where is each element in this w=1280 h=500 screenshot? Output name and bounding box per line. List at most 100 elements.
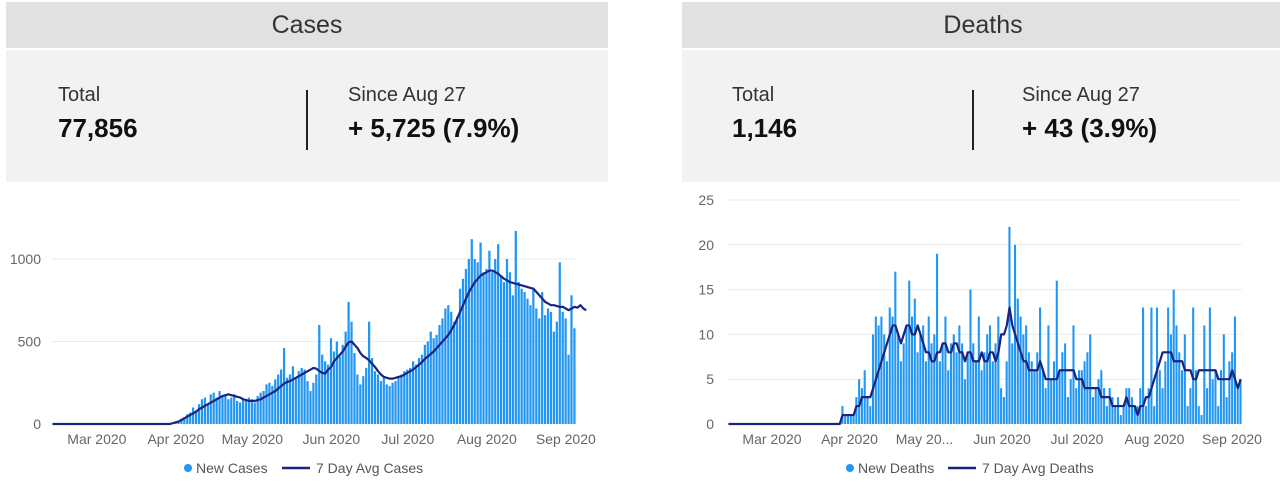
deaths-y-tick-label: 0 xyxy=(706,416,714,432)
cases-bar xyxy=(391,382,394,424)
cases-bar xyxy=(362,376,365,424)
cases-bar xyxy=(262,391,265,424)
deaths-bar xyxy=(866,397,869,424)
deaths-bar xyxy=(1083,361,1086,424)
cases-bar xyxy=(438,325,441,424)
deaths-bar xyxy=(1050,379,1053,424)
cases-bar xyxy=(473,259,476,424)
cases-bar xyxy=(558,262,561,424)
deaths-x-tick-label: Aug 2020 xyxy=(1125,431,1185,447)
deaths-y-tick-label: 10 xyxy=(698,326,714,342)
deaths-bar xyxy=(1203,325,1206,424)
cases-bar xyxy=(183,417,186,424)
cases-bar xyxy=(280,369,283,424)
deaths-chart: 0 5 10 15 20 25 Mar 2020 Apr 2020 May 20... Jun 2… xyxy=(698,192,1262,476)
cases-bar xyxy=(265,384,268,424)
cases-bar xyxy=(180,419,183,424)
deaths-x-tick-label: Mar 2020 xyxy=(742,431,801,447)
cases-bar xyxy=(529,305,532,424)
cases-x-tick-label: Jun 2020 xyxy=(303,431,361,447)
deaths-bar xyxy=(983,352,986,424)
deaths-bar xyxy=(930,343,933,424)
cases-bar xyxy=(541,292,544,424)
cases-bar xyxy=(491,272,494,424)
deaths-bar xyxy=(1078,370,1081,424)
deaths-since-label: Since Aug 27 xyxy=(1022,84,1140,106)
cases-bar xyxy=(247,397,250,424)
deaths-bar xyxy=(1217,406,1220,424)
deaths-panel: Deaths Total 1,146 Since Aug 27 + 43 (3.… xyxy=(682,0,1280,500)
cases-total-block: Total 77,856 xyxy=(58,84,138,144)
deaths-bar xyxy=(958,325,961,424)
deaths-bar xyxy=(1030,361,1033,424)
cases-bar xyxy=(315,374,318,424)
cases-bars xyxy=(171,230,576,424)
deaths-legend-swatch-bar xyxy=(846,464,854,472)
deaths-bar xyxy=(1089,334,1092,424)
deaths-bar xyxy=(1111,397,1114,424)
deaths-bar xyxy=(883,334,886,424)
deaths-bar xyxy=(905,325,908,424)
cases-bar xyxy=(464,268,468,424)
deaths-bar xyxy=(966,352,969,424)
deaths-bar xyxy=(1072,325,1075,424)
deaths-bar xyxy=(1125,388,1128,424)
cases-legend-label-avg: 7 Day Avg Cases xyxy=(316,460,423,476)
cases-x-tick-label: May 2020 xyxy=(222,431,284,447)
cases-bar xyxy=(485,268,488,424)
cases-bar xyxy=(488,250,491,424)
deaths-bar xyxy=(908,280,911,424)
deaths-bar xyxy=(1105,406,1108,424)
deaths-bar xyxy=(1002,397,1005,424)
cases-bar xyxy=(282,348,286,424)
deaths-total-value: 1,146 xyxy=(732,113,798,143)
deaths-bar xyxy=(1047,325,1050,424)
cases-bar xyxy=(394,381,397,424)
cases-bar xyxy=(417,358,421,424)
deaths-y-tick-label: 15 xyxy=(698,282,714,298)
deaths-bar xyxy=(1200,415,1203,424)
deaths-bar xyxy=(977,316,980,424)
deaths-bar xyxy=(1208,307,1211,424)
cases-bar xyxy=(344,331,347,424)
deaths-bar xyxy=(860,388,863,424)
cases-bar xyxy=(259,392,262,424)
deaths-bars xyxy=(841,226,1242,424)
deaths-bar xyxy=(947,370,950,424)
deaths-bar xyxy=(961,343,964,424)
deaths-bar xyxy=(1186,406,1189,424)
cases-bar xyxy=(326,364,330,424)
cases-bar xyxy=(209,394,212,424)
cases-bar xyxy=(444,308,447,424)
deaths-bar xyxy=(1194,370,1198,424)
deaths-bar xyxy=(986,334,989,424)
cases-bar xyxy=(412,361,415,424)
deaths-bar xyxy=(899,361,902,424)
deaths-bar xyxy=(975,361,978,424)
cases-bar xyxy=(535,308,538,424)
cases-summary-divider xyxy=(306,90,308,150)
deaths-bar xyxy=(1219,370,1223,424)
cases-bar xyxy=(482,272,485,424)
cases-bar xyxy=(321,354,324,424)
deaths-bar xyxy=(1005,361,1008,424)
deaths-bar xyxy=(880,316,883,424)
cases-bar xyxy=(215,397,218,424)
deaths-bar xyxy=(849,415,852,424)
cases-bar xyxy=(274,379,277,424)
cases-legend-swatch-bar xyxy=(184,464,192,472)
cases-panel: Cases Total 77,856 Since Aug 27 + 5,725 … xyxy=(6,0,610,500)
deaths-bar xyxy=(1075,388,1078,424)
cases-bar xyxy=(520,288,523,424)
deaths-bar xyxy=(1091,397,1095,424)
deaths-bar xyxy=(1033,370,1036,424)
deaths-bar xyxy=(1094,388,1097,424)
cases-bar xyxy=(476,262,479,424)
deaths-legend: New Deaths 7 Day Avg Deaths xyxy=(846,460,1094,476)
cases-bar xyxy=(227,399,230,424)
deaths-bar xyxy=(944,316,947,424)
deaths-bar xyxy=(1058,370,1061,424)
cases-bar xyxy=(373,371,377,424)
deaths-bar xyxy=(1142,307,1145,424)
cases-bar xyxy=(300,367,303,424)
